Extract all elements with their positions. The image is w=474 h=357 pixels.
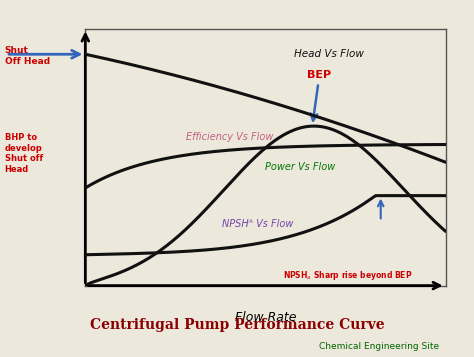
- Text: Shut
Off Head: Shut Off Head: [5, 46, 50, 66]
- Text: Efficiency Vs Flow: Efficiency Vs Flow: [186, 131, 273, 141]
- Text: BEP: BEP: [308, 70, 331, 121]
- Text: NPSH$_a$ Sharp rise beyond BEP: NPSH$_a$ Sharp rise beyond BEP: [283, 269, 413, 282]
- Text: Head Vs Flow: Head Vs Flow: [294, 49, 364, 59]
- Text: Chemical Engineering Site: Chemical Engineering Site: [319, 342, 439, 351]
- Text: Flow Rate: Flow Rate: [235, 311, 296, 324]
- Text: BHP to
develop
Shut off
Head: BHP to develop Shut off Head: [5, 134, 43, 174]
- Text: NPSHᴬ Vs Flow: NPSHᴬ Vs Flow: [222, 219, 293, 229]
- Text: Centrifugal Pump Performance Curve: Centrifugal Pump Performance Curve: [90, 318, 384, 332]
- Text: Power Vs Flow: Power Vs Flow: [265, 162, 336, 172]
